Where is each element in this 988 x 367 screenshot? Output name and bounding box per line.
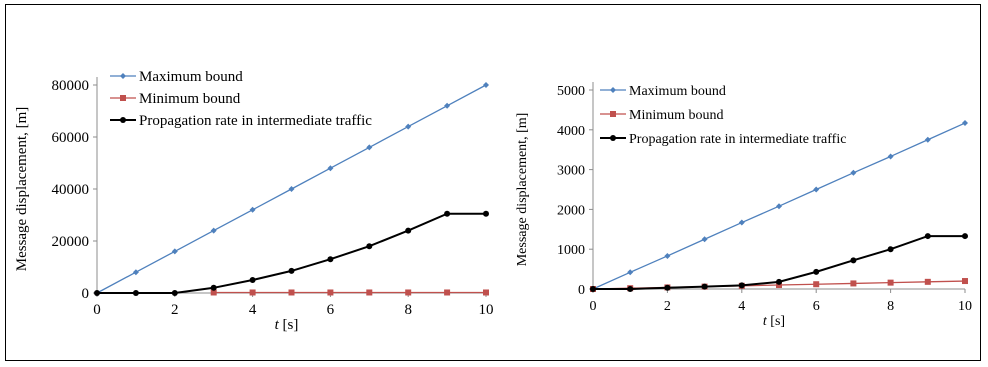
legend-swatch-marker [120, 117, 126, 123]
figure-frame [5, 4, 981, 361]
series-0-point [444, 102, 451, 109]
series-2-point [924, 233, 931, 240]
series-1-point [887, 279, 894, 286]
series-0-point [850, 169, 857, 176]
x-tick-label: 10 [479, 302, 494, 318]
series-0-point [776, 203, 782, 210]
series-1-point [210, 289, 217, 296]
series-1-point [327, 289, 334, 296]
series-0-point [627, 269, 634, 276]
series-0-point [483, 82, 489, 88]
y-tick-label: 0 [578, 283, 585, 298]
x-tick-label: 10 [958, 299, 972, 314]
series-2-point [701, 283, 708, 290]
series-1-point [924, 278, 931, 285]
legend-entry: Propagation rate in intermediate traffic [629, 132, 846, 147]
series-2-point [813, 268, 820, 275]
series-1-point [249, 289, 256, 296]
series-0-point [962, 120, 968, 127]
series-2-point [664, 284, 671, 291]
series-0-point [288, 186, 295, 192]
series-1-point [776, 282, 782, 289]
series-2-point [483, 210, 489, 217]
legend-entry: Maximum bound [139, 69, 243, 85]
x-tick-label: 8 [404, 302, 412, 318]
series-2-point [405, 227, 412, 234]
series-0-point [171, 248, 178, 255]
series-2-point [776, 278, 782, 285]
series-2-point [171, 290, 178, 296]
series-0-point [924, 136, 931, 143]
x-axis-label: t [s] [275, 317, 299, 333]
series-2-point [327, 256, 334, 263]
y-tick-label: 80000 [52, 78, 90, 94]
series-0-point [664, 252, 671, 259]
x-tick-label: 6 [813, 299, 820, 314]
series-1-point [366, 289, 373, 296]
series-2-point [94, 290, 100, 296]
series-1-point [444, 289, 451, 296]
y-tick-label: 4000 [557, 124, 585, 139]
series-1-point [483, 289, 489, 296]
y-tick-label: 1000 [557, 243, 585, 258]
y-tick-label: 2000 [557, 203, 585, 218]
series-1-point [850, 280, 857, 287]
x-tick-label: 0 [590, 299, 597, 314]
series-2-point [887, 246, 894, 253]
y-axis-label: Message displacement, [m] [14, 107, 30, 272]
series-1-point [288, 289, 295, 296]
series-2-point [249, 277, 256, 283]
legend-entry: Minimum bound [139, 91, 241, 107]
legend-entry: Propagation rate in intermediate traffic [139, 113, 372, 129]
y-tick-label: 3000 [557, 164, 585, 179]
series-2-point [366, 243, 373, 250]
series-1-point [405, 289, 412, 296]
x-tick-label: 6 [327, 302, 335, 318]
x-tick-label: 2 [171, 302, 179, 318]
series-2-point [627, 286, 634, 292]
legend-swatch-marker [120, 95, 126, 101]
series-2-point [444, 210, 451, 217]
legend-entry: Maximum bound [629, 84, 726, 99]
series-0-point [249, 206, 256, 213]
y-tick-label: 0 [82, 286, 90, 302]
series-0-point [405, 123, 412, 130]
series-2-point [210, 284, 217, 291]
series-2-point [962, 233, 968, 240]
x-tick-label: 4 [249, 302, 257, 318]
series-0-point [327, 165, 334, 172]
series-0-point [210, 227, 217, 234]
y-tick-label: 5000 [557, 84, 585, 99]
y-axis-label: Message displacement, [m] [515, 113, 530, 267]
series-1-point [813, 281, 820, 288]
series-2-point [590, 286, 596, 292]
series-0-point [887, 153, 894, 160]
series-0-point [701, 236, 708, 243]
series-2-point [288, 267, 295, 274]
legend-swatch-marker [610, 111, 616, 117]
legend-entry: Minimum bound [629, 108, 724, 123]
series-2-point [132, 290, 139, 296]
x-tick-label: 0 [93, 302, 101, 318]
y-tick-label: 20000 [52, 234, 90, 250]
series-0-point [366, 144, 373, 151]
series-0-point [132, 269, 139, 276]
x-tick-label: 4 [738, 299, 745, 314]
x-axis-label: t [s] [763, 314, 785, 329]
series-0-point [738, 219, 745, 226]
series-1-point [962, 278, 968, 285]
legend-swatch-marker [610, 87, 616, 93]
legend-swatch-marker [120, 73, 126, 79]
series-2-point [850, 257, 857, 264]
series-2-point [738, 282, 745, 289]
x-tick-label: 8 [887, 299, 894, 314]
legend-swatch-marker [610, 135, 616, 141]
y-tick-label: 60000 [52, 130, 90, 146]
x-tick-label: 2 [664, 299, 671, 314]
series-0-point [813, 186, 820, 193]
y-tick-label: 40000 [52, 182, 90, 198]
